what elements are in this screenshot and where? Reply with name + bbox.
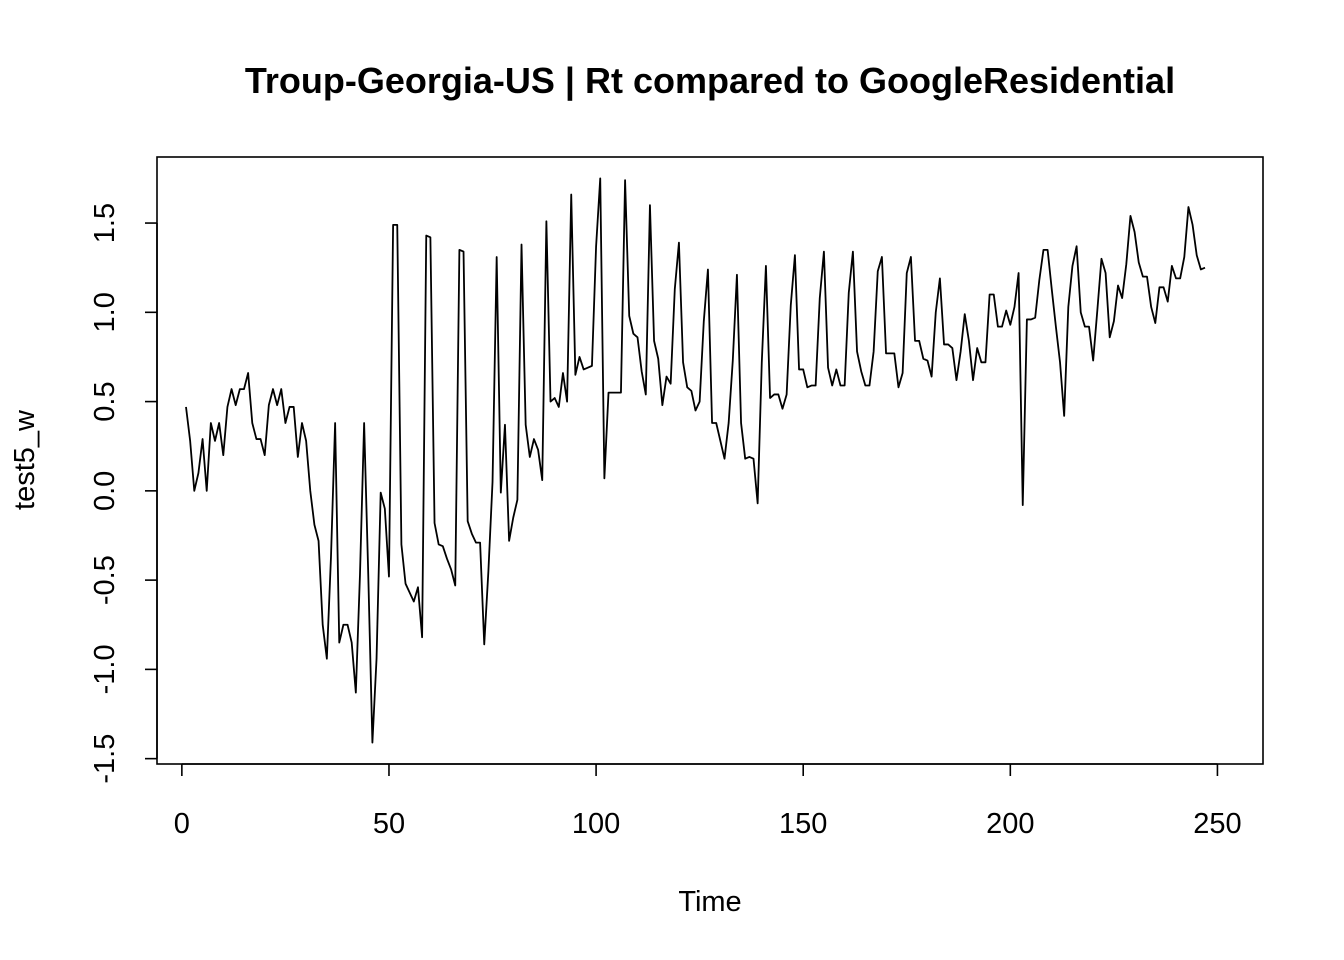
- plot-frame: [156, 156, 1264, 765]
- x-axis-label: Time: [678, 886, 741, 918]
- y-tick-label: 0.5: [89, 381, 121, 421]
- y-tick-label: -1.0: [89, 644, 121, 694]
- y-tick-label: 1.5: [89, 203, 121, 243]
- y-tick-label: -1.5: [89, 734, 121, 784]
- x-tick-label: 200: [986, 808, 1034, 840]
- chart-title: Troup-Georgia-US | Rt compared to Google…: [245, 60, 1175, 102]
- series-line: [185, 177, 1206, 744]
- x-axis: 0 50 100 150 200 250: [174, 763, 1242, 840]
- y-axis-label: test5_w: [9, 409, 41, 510]
- y-tick-label: -0.5: [89, 555, 121, 605]
- x-tick-label: 100: [572, 808, 620, 840]
- x-tick-label: 250: [1193, 808, 1241, 840]
- y-axis: -1.5 -1.0 -0.5 0.0 0.5 1.0 1.5: [89, 203, 158, 784]
- y-tick-label: 1.0: [89, 292, 121, 332]
- x-tick-label: 0: [174, 808, 190, 840]
- x-tick-label: 150: [779, 808, 827, 840]
- y-tick-label: 0.0: [89, 471, 121, 511]
- x-tick-label: 50: [373, 808, 405, 840]
